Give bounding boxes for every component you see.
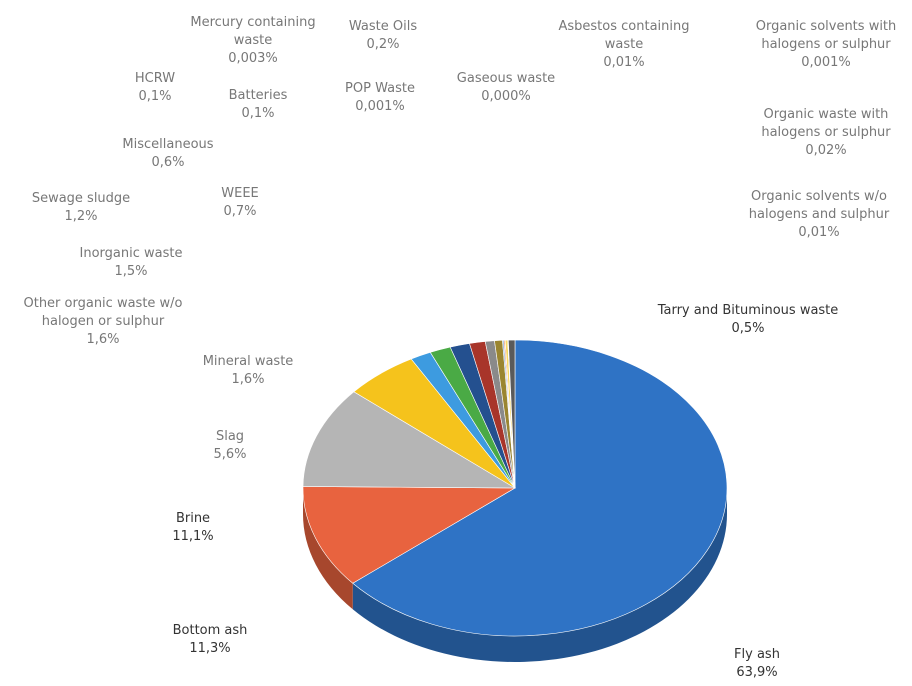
category-label: Bottom ash: [172, 623, 248, 638]
slice-label: WEEE 0,7%: [195, 185, 285, 221]
slice-label: Organic solvents with halogens or sulphu…: [737, 18, 912, 72]
slice-label: Gaseous waste 0,000%: [436, 70, 576, 106]
value-label: 0,02%: [805, 143, 847, 158]
category-label: Mineral waste: [202, 354, 294, 369]
category-label: Organic solvents with halogens or sulphu…: [755, 19, 897, 52]
value-label: 0,01%: [798, 225, 840, 240]
slice-label: HCRW 0,1%: [115, 70, 195, 106]
category-label: Inorganic waste: [79, 246, 183, 261]
slice-label: Asbestos containing waste 0,01%: [539, 18, 709, 72]
value-label: 0,6%: [151, 155, 185, 170]
value-label: 0,1%: [241, 106, 275, 121]
value-label: 0,001%: [355, 99, 405, 114]
value-label: 63,9%: [736, 665, 778, 680]
category-label: Miscellaneous: [122, 137, 214, 152]
value-label: 0,1%: [138, 89, 172, 104]
slice-label: Inorganic waste 1,5%: [41, 245, 221, 281]
value-label: 0,001%: [801, 55, 851, 70]
category-label: Batteries: [228, 88, 288, 103]
slice-label: Batteries 0,1%: [208, 87, 308, 123]
value-label: 11,1%: [172, 529, 214, 544]
value-label: 0,7%: [223, 204, 257, 219]
value-label: 0,5%: [731, 321, 765, 336]
slice-label: Slag 5,6%: [170, 428, 290, 464]
category-label: Gaseous waste: [456, 71, 556, 86]
slice: [508, 339, 516, 489]
category-label: WEEE: [221, 186, 259, 201]
category-label: Brine: [175, 511, 211, 526]
category-label: HCRW: [134, 71, 176, 86]
slice-label: Waste Oils 0,2%: [333, 18, 433, 54]
slice-label: Brine 11,1%: [133, 510, 253, 546]
category-label: Organic solvents w/o halogens and sulphu…: [748, 189, 890, 222]
value-label: 5,6%: [213, 447, 247, 462]
category-label: Fly ash: [734, 647, 780, 662]
slice-side: [303, 488, 353, 610]
category-label: Other organic waste w/o halogen or sulph…: [23, 296, 183, 329]
value-label: 11,3%: [189, 641, 231, 656]
slice-label: Other organic waste w/o halogen or sulph…: [1, 295, 206, 349]
category-label: Sewage sludge: [31, 191, 131, 206]
slice-label: Sewage sludge 1,2%: [6, 190, 156, 226]
value-label: 1,5%: [114, 264, 148, 279]
slice-label: Tarry and Bituminous waste 0,5%: [623, 302, 873, 338]
category-label: Mercury containing waste: [190, 15, 316, 48]
slice-label: Miscellaneous 0,6%: [98, 136, 238, 172]
slice: [302, 391, 517, 489]
slice-label: Mineral waste 1,6%: [168, 353, 328, 389]
slice-label: Mercury containing waste 0,003%: [171, 14, 336, 68]
slice-label: Bottom ash 11,3%: [130, 622, 290, 658]
category-label: Slag: [215, 429, 245, 444]
slice-label: Organic solvents w/o halogens and sulphu…: [733, 188, 905, 242]
value-label: 0,003%: [228, 51, 278, 66]
value-label: 0,01%: [603, 55, 645, 70]
slice: [352, 339, 728, 637]
category-label: POP Waste: [345, 81, 415, 96]
category-label: Waste Oils: [348, 19, 418, 34]
slice-label: Fly ash 63,9%: [697, 646, 817, 682]
value-label: 1,2%: [64, 209, 98, 224]
category-label: Asbestos containing waste: [558, 19, 690, 52]
slice-label: Organic waste with halogens or sulphur 0,…: [751, 106, 901, 160]
value-label: 1,6%: [86, 332, 120, 347]
category-label: Tarry and Bituminous waste: [657, 303, 839, 318]
slice-side: [352, 488, 727, 663]
value-label: 0,000%: [481, 89, 531, 104]
value-label: 0,2%: [366, 37, 400, 52]
category-label: Organic waste with halogens or sulphur: [761, 107, 891, 140]
slice-label: POP Waste 0,001%: [325, 80, 435, 116]
slice: [302, 486, 517, 584]
value-label: 1,6%: [231, 372, 265, 387]
